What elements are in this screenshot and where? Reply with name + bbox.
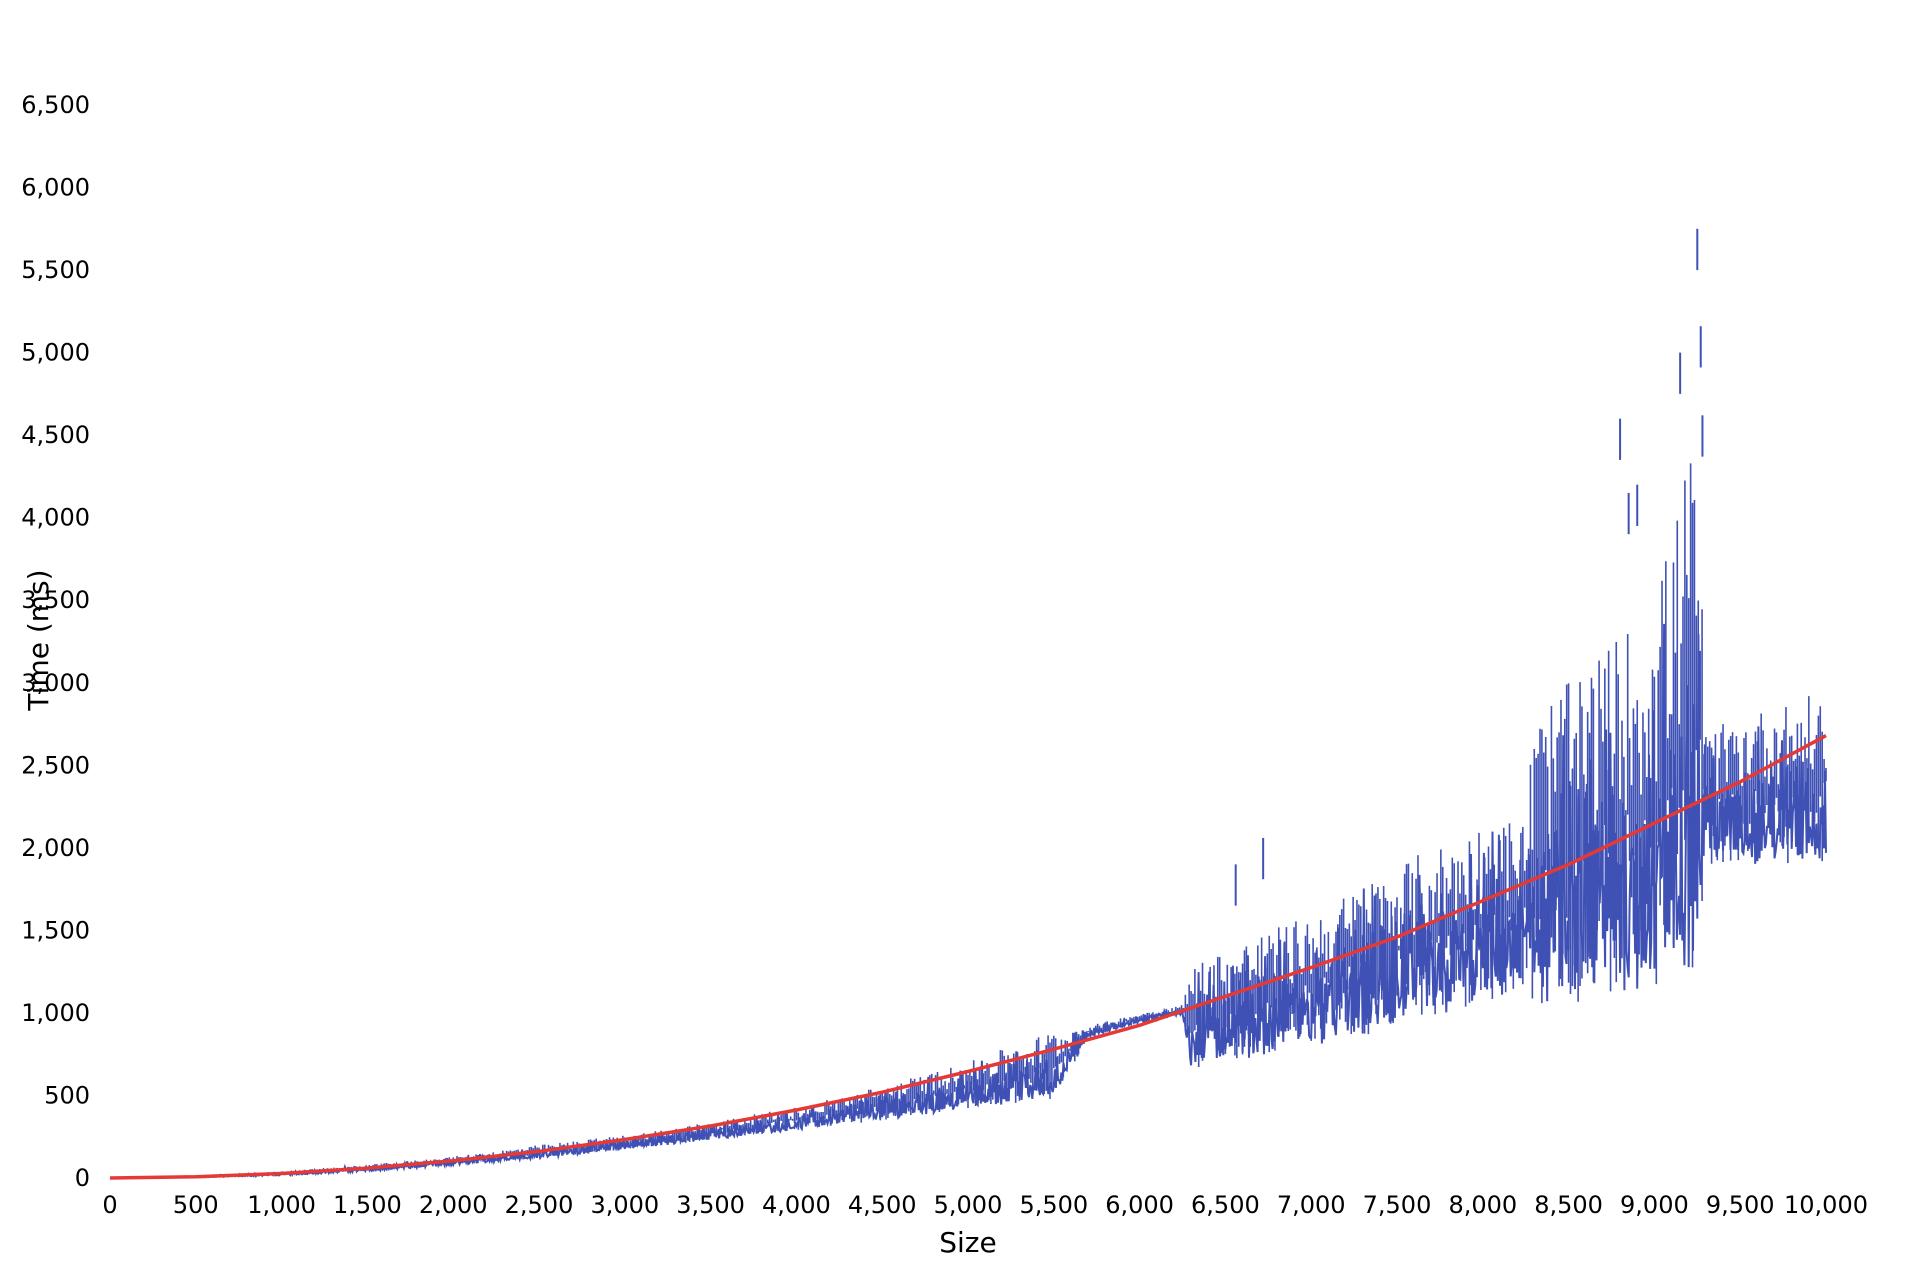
y-axis-title: Time (ms) — [22, 569, 55, 711]
x-tick-label: 2,000 — [419, 1191, 488, 1219]
y-tick-label: 4,500 — [21, 421, 90, 449]
y-tick-label: 1,000 — [21, 999, 90, 1027]
x-tick-label: 1,000 — [247, 1191, 316, 1219]
y-tick-label: 5,500 — [21, 256, 90, 284]
x-axis-title: Size — [939, 1226, 996, 1259]
y-tick-label: 6,000 — [21, 174, 90, 202]
x-tick-label: 10,000 — [1784, 1191, 1868, 1219]
x-tick-label: 500 — [173, 1191, 219, 1219]
y-tick-label: 4,000 — [21, 504, 90, 532]
x-tick-label: 3,500 — [676, 1191, 745, 1219]
x-tick-label: 4,000 — [762, 1191, 831, 1219]
x-tick-label: 5,000 — [934, 1191, 1003, 1219]
x-tick-label: 6,500 — [1191, 1191, 1260, 1219]
y-tick-label: 0 — [75, 1164, 90, 1192]
measurement-series — [110, 228, 1827, 1179]
x-tick-label: 8,000 — [1448, 1191, 1517, 1219]
y-tick-label: 500 — [44, 1081, 90, 1109]
y-tick-label: 5,000 — [21, 339, 90, 367]
y-tick-label: 2,000 — [21, 834, 90, 862]
x-tick-label: 9,500 — [1706, 1191, 1775, 1219]
x-tick-label: 7,500 — [1363, 1191, 1432, 1219]
x-tick-label: 3,000 — [590, 1191, 659, 1219]
x-tick-label: 4,500 — [848, 1191, 917, 1219]
x-tick-label: 1,500 — [333, 1191, 402, 1219]
trend-series — [109, 734, 1827, 1180]
x-tick-label: 2,500 — [505, 1191, 574, 1219]
x-tick-label: 7,000 — [1277, 1191, 1346, 1219]
x-tick-label: 6,000 — [1105, 1191, 1174, 1219]
x-tick-label: 9,000 — [1620, 1191, 1689, 1219]
y-tick-label: 2,500 — [21, 751, 90, 779]
y-axis-ticks: 0 500 1,000 1,500 2,000 2,500 3,000 3,500 4,000 4… — [21, 91, 90, 1192]
x-axis-ticks: 0 500 1,000 1,500 2,000 2,500 3,000 3,500 4,000 4… — [102, 1191, 1868, 1219]
y-tick-label: 3,500 — [21, 586, 90, 614]
y-tick-label: 3,000 — [21, 669, 90, 697]
trend-line — [109, 734, 1827, 1180]
x-tick-label: 5,500 — [1019, 1191, 1088, 1219]
y-tick-label: 1,500 — [21, 916, 90, 944]
x-tick-label: 0 — [102, 1191, 117, 1219]
y-tick-label: 6,500 — [21, 91, 90, 119]
x-tick-label: 8,500 — [1534, 1191, 1603, 1219]
